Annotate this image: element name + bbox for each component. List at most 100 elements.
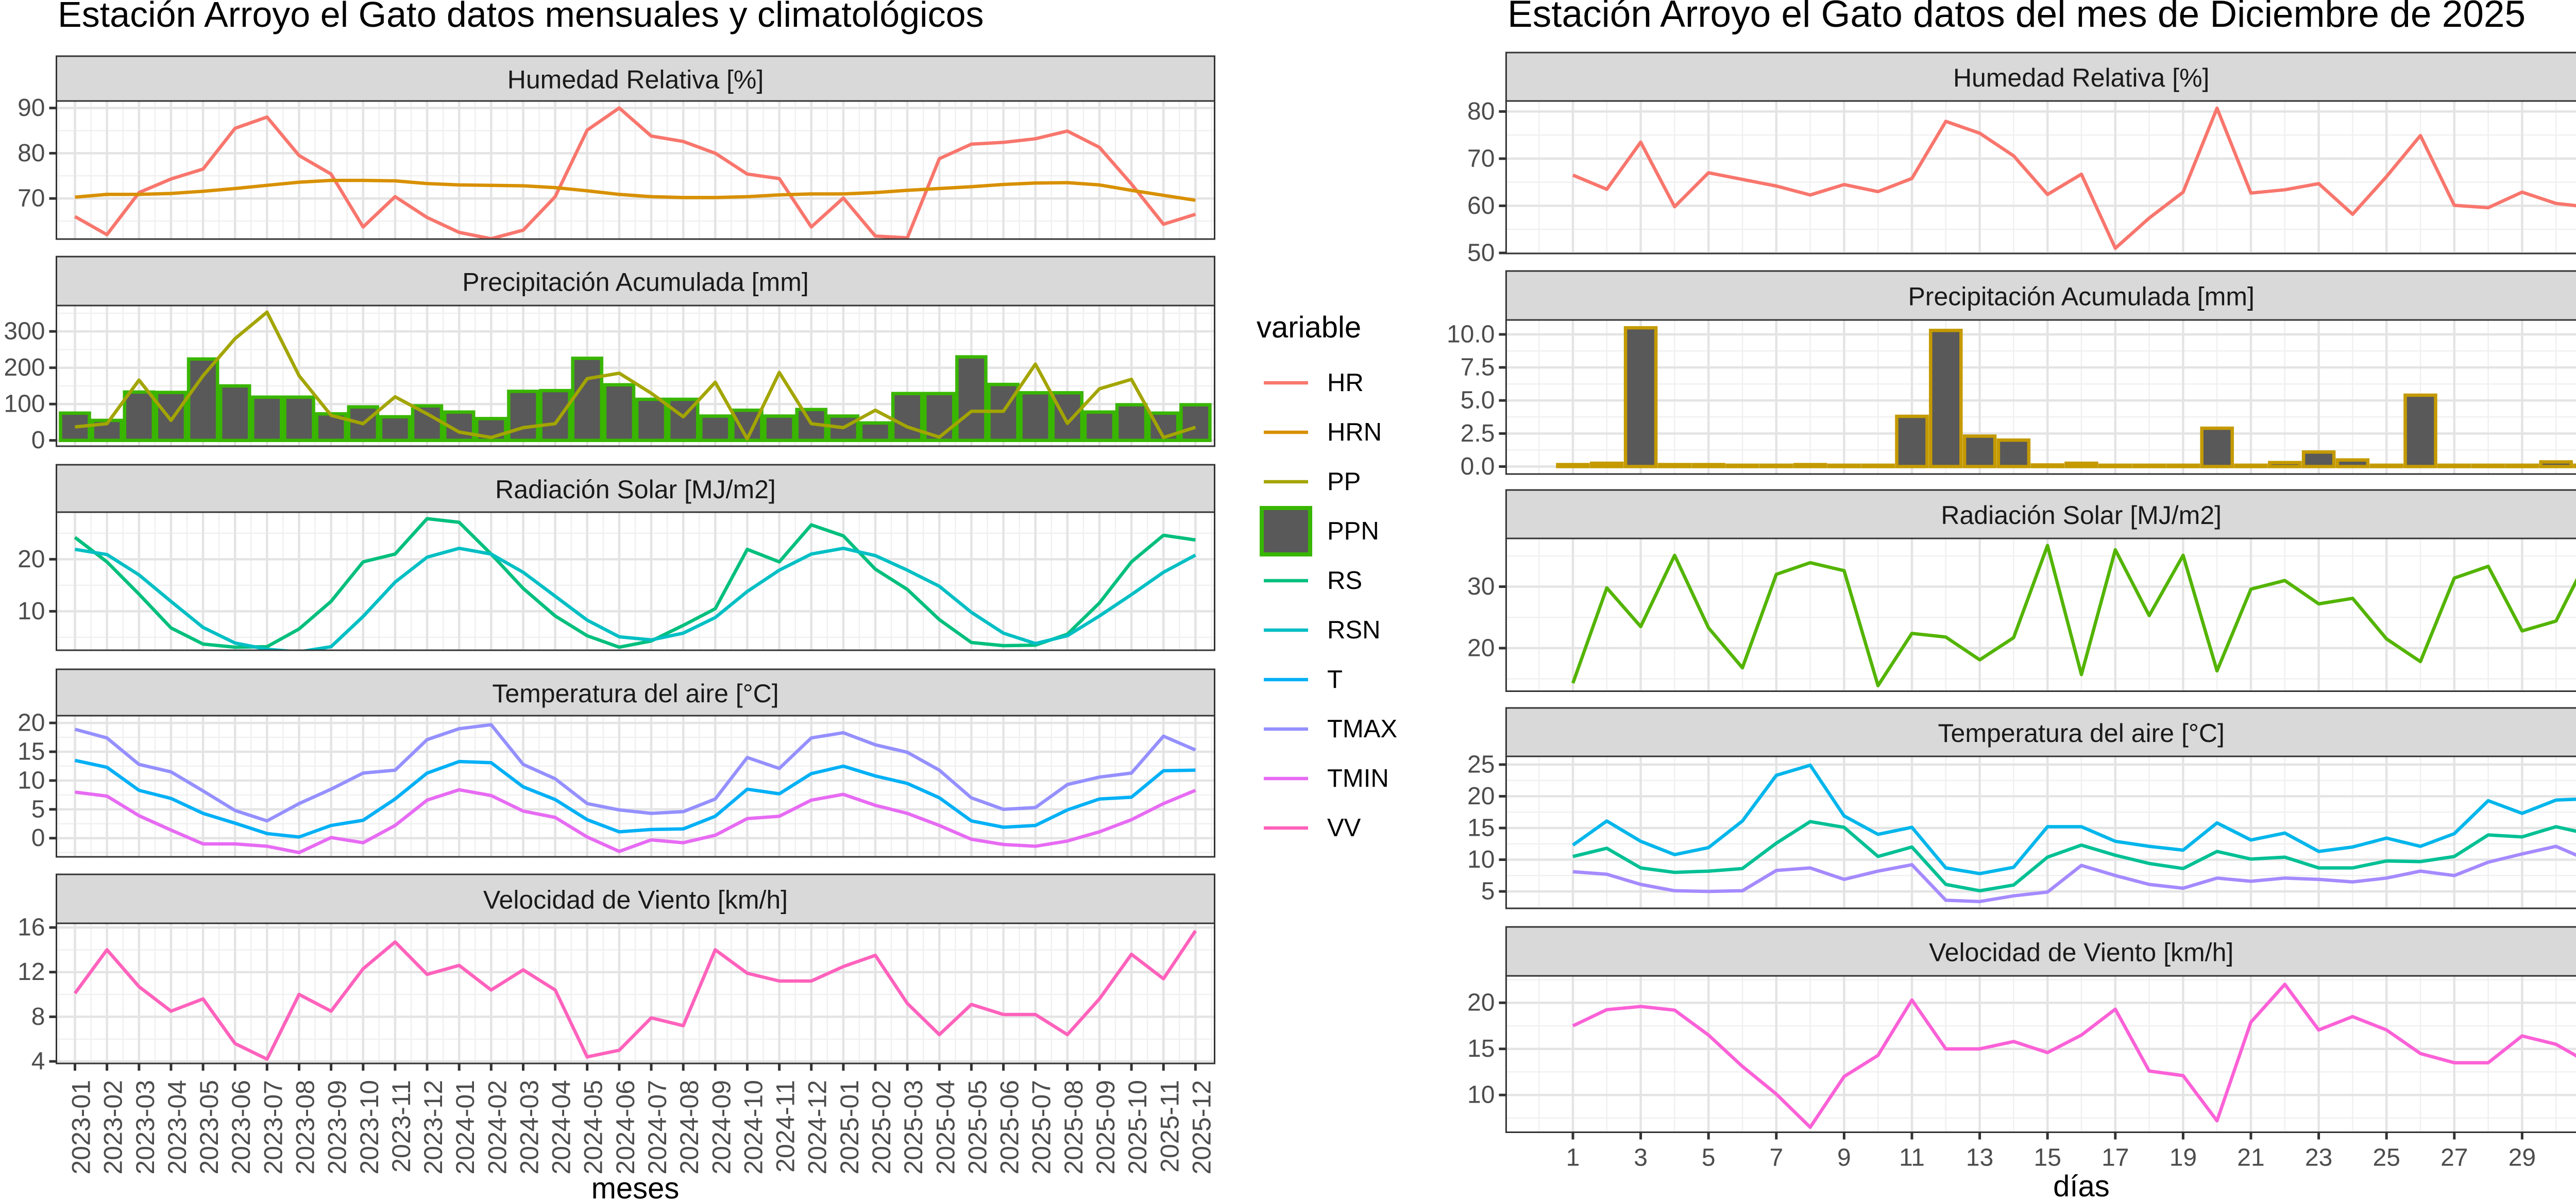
svg-text:20: 20 bbox=[1467, 783, 1495, 810]
svg-text:2023-09: 2023-09 bbox=[323, 1080, 352, 1175]
svg-text:200: 200 bbox=[4, 354, 45, 381]
svg-text:2025-09: 2025-09 bbox=[1091, 1080, 1120, 1175]
svg-text:60: 60 bbox=[1467, 192, 1495, 219]
svg-text:15: 15 bbox=[2034, 1144, 2061, 1172]
svg-text:21: 21 bbox=[2237, 1144, 2264, 1172]
svg-text:10.0: 10.0 bbox=[1447, 321, 1495, 348]
svg-text:PP: PP bbox=[1327, 468, 1361, 496]
svg-text:2.5: 2.5 bbox=[1461, 420, 1495, 447]
svg-text:25: 25 bbox=[2373, 1144, 2400, 1172]
svg-text:20: 20 bbox=[18, 709, 45, 737]
svg-text:2023-08: 2023-08 bbox=[291, 1080, 320, 1175]
svg-text:RSN: RSN bbox=[1327, 616, 1380, 644]
svg-text:Radiación Solar [MJ/m2]: Radiación Solar [MJ/m2] bbox=[1941, 501, 2222, 530]
svg-text:80: 80 bbox=[18, 140, 45, 167]
svg-text:17: 17 bbox=[2102, 1144, 2129, 1172]
svg-text:11: 11 bbox=[1899, 1144, 1925, 1172]
svg-text:50: 50 bbox=[1467, 239, 1495, 266]
svg-text:2023-03: 2023-03 bbox=[131, 1080, 160, 1175]
svg-text:5: 5 bbox=[1702, 1144, 1716, 1172]
svg-text:2023-05: 2023-05 bbox=[195, 1080, 224, 1175]
svg-text:Temperatura del aire [°C]: Temperatura del aire [°C] bbox=[1938, 719, 2225, 748]
svg-text:Velocidad de Viento [km/h]: Velocidad de Viento [km/h] bbox=[483, 886, 788, 915]
svg-text:2024-01: 2024-01 bbox=[451, 1080, 480, 1175]
svg-text:10: 10 bbox=[1467, 846, 1495, 873]
svg-text:90: 90 bbox=[18, 94, 45, 122]
svg-text:TMIN: TMIN bbox=[1327, 765, 1389, 792]
svg-text:29: 29 bbox=[2509, 1144, 2536, 1172]
svg-text:2025-12: 2025-12 bbox=[1187, 1080, 1216, 1175]
svg-text:Estación Arroyo el Gato datos: Estación Arroyo el Gato datos del mes de… bbox=[1507, 0, 2526, 35]
svg-text:10: 10 bbox=[18, 767, 45, 794]
svg-text:2024-12: 2024-12 bbox=[803, 1080, 832, 1175]
svg-text:2024-10: 2024-10 bbox=[739, 1080, 768, 1175]
svg-text:3: 3 bbox=[1634, 1144, 1648, 1172]
svg-text:1: 1 bbox=[1566, 1144, 1580, 1172]
svg-text:2024-09: 2024-09 bbox=[707, 1080, 736, 1175]
svg-text:2024-05: 2024-05 bbox=[579, 1080, 608, 1175]
svg-text:2025-02: 2025-02 bbox=[867, 1080, 896, 1175]
svg-text:2024-02: 2024-02 bbox=[483, 1080, 512, 1175]
svg-text:19: 19 bbox=[2170, 1144, 2197, 1172]
svg-text:2024-04: 2024-04 bbox=[547, 1080, 576, 1175]
svg-text:Temperatura del aire [°C]: Temperatura del aire [°C] bbox=[492, 679, 778, 708]
svg-text:2024-07: 2024-07 bbox=[643, 1080, 672, 1175]
svg-text:T: T bbox=[1327, 666, 1343, 694]
svg-text:0: 0 bbox=[31, 427, 45, 454]
svg-text:2024-08: 2024-08 bbox=[675, 1080, 704, 1175]
svg-text:5: 5 bbox=[31, 796, 45, 823]
svg-text:Humedad Relativa [%]: Humedad Relativa [%] bbox=[1953, 63, 2209, 92]
svg-text:70: 70 bbox=[18, 185, 45, 212]
svg-text:0: 0 bbox=[31, 824, 45, 852]
svg-text:2024-11: 2024-11 bbox=[771, 1080, 800, 1173]
svg-text:15: 15 bbox=[18, 738, 45, 766]
svg-text:7: 7 bbox=[1769, 1144, 1783, 1172]
svg-text:12: 12 bbox=[18, 958, 45, 986]
svg-text:meses: meses bbox=[591, 1172, 680, 1200]
svg-text:300: 300 bbox=[4, 318, 45, 345]
svg-text:4: 4 bbox=[31, 1048, 45, 1075]
svg-text:variable: variable bbox=[1257, 311, 1361, 344]
svg-text:10: 10 bbox=[18, 598, 45, 625]
svg-text:RS: RS bbox=[1327, 567, 1362, 595]
svg-text:27: 27 bbox=[2441, 1144, 2468, 1172]
svg-text:2025-10: 2025-10 bbox=[1123, 1080, 1152, 1175]
svg-text:20: 20 bbox=[18, 546, 45, 573]
svg-text:2023-11: 2023-11 bbox=[387, 1080, 416, 1173]
svg-text:13: 13 bbox=[1966, 1144, 1993, 1172]
svg-text:80: 80 bbox=[1467, 98, 1495, 125]
svg-text:8: 8 bbox=[31, 1003, 45, 1030]
svg-text:2025-11: 2025-11 bbox=[1155, 1080, 1184, 1173]
svg-text:5.0: 5.0 bbox=[1461, 387, 1495, 414]
svg-text:2023-12: 2023-12 bbox=[419, 1080, 448, 1175]
svg-text:2025-04: 2025-04 bbox=[931, 1080, 960, 1175]
svg-text:16: 16 bbox=[18, 914, 45, 941]
svg-text:2025-01: 2025-01 bbox=[835, 1080, 864, 1175]
svg-text:2023-01: 2023-01 bbox=[67, 1080, 96, 1175]
svg-text:2025-07: 2025-07 bbox=[1027, 1080, 1056, 1175]
svg-text:HRN: HRN bbox=[1327, 418, 1382, 446]
svg-text:2023-06: 2023-06 bbox=[227, 1080, 256, 1175]
svg-text:Humedad Relativa [%]: Humedad Relativa [%] bbox=[507, 65, 764, 94]
svg-text:2023-07: 2023-07 bbox=[259, 1080, 287, 1175]
svg-text:7.5: 7.5 bbox=[1461, 354, 1495, 381]
svg-text:5: 5 bbox=[1481, 878, 1495, 905]
svg-text:10: 10 bbox=[1467, 1081, 1495, 1109]
svg-text:2023-02: 2023-02 bbox=[99, 1080, 128, 1175]
svg-text:15: 15 bbox=[1467, 815, 1495, 842]
svg-text:20: 20 bbox=[1467, 989, 1495, 1017]
svg-text:2025-03: 2025-03 bbox=[899, 1080, 928, 1175]
svg-text:15: 15 bbox=[1467, 1035, 1495, 1062]
svg-text:Estación Arroyo el Gato datos: Estación Arroyo el Gato datos mensuales … bbox=[58, 0, 984, 35]
svg-text:2025-06: 2025-06 bbox=[995, 1080, 1024, 1175]
svg-text:Precipitación Acumulada [mm]: Precipitación Acumulada [mm] bbox=[1908, 282, 2255, 311]
svg-text:2023-04: 2023-04 bbox=[163, 1080, 192, 1175]
svg-text:70: 70 bbox=[1467, 145, 1495, 172]
svg-text:9: 9 bbox=[1837, 1144, 1851, 1172]
svg-text:23: 23 bbox=[2305, 1144, 2332, 1172]
svg-text:2025-08: 2025-08 bbox=[1059, 1080, 1088, 1175]
svg-text:HR: HR bbox=[1327, 369, 1364, 397]
svg-text:TMAX: TMAX bbox=[1327, 715, 1397, 743]
svg-text:100: 100 bbox=[4, 391, 45, 418]
svg-text:Velocidad de Viento [km/h]: Velocidad de Viento [km/h] bbox=[1929, 938, 2233, 967]
